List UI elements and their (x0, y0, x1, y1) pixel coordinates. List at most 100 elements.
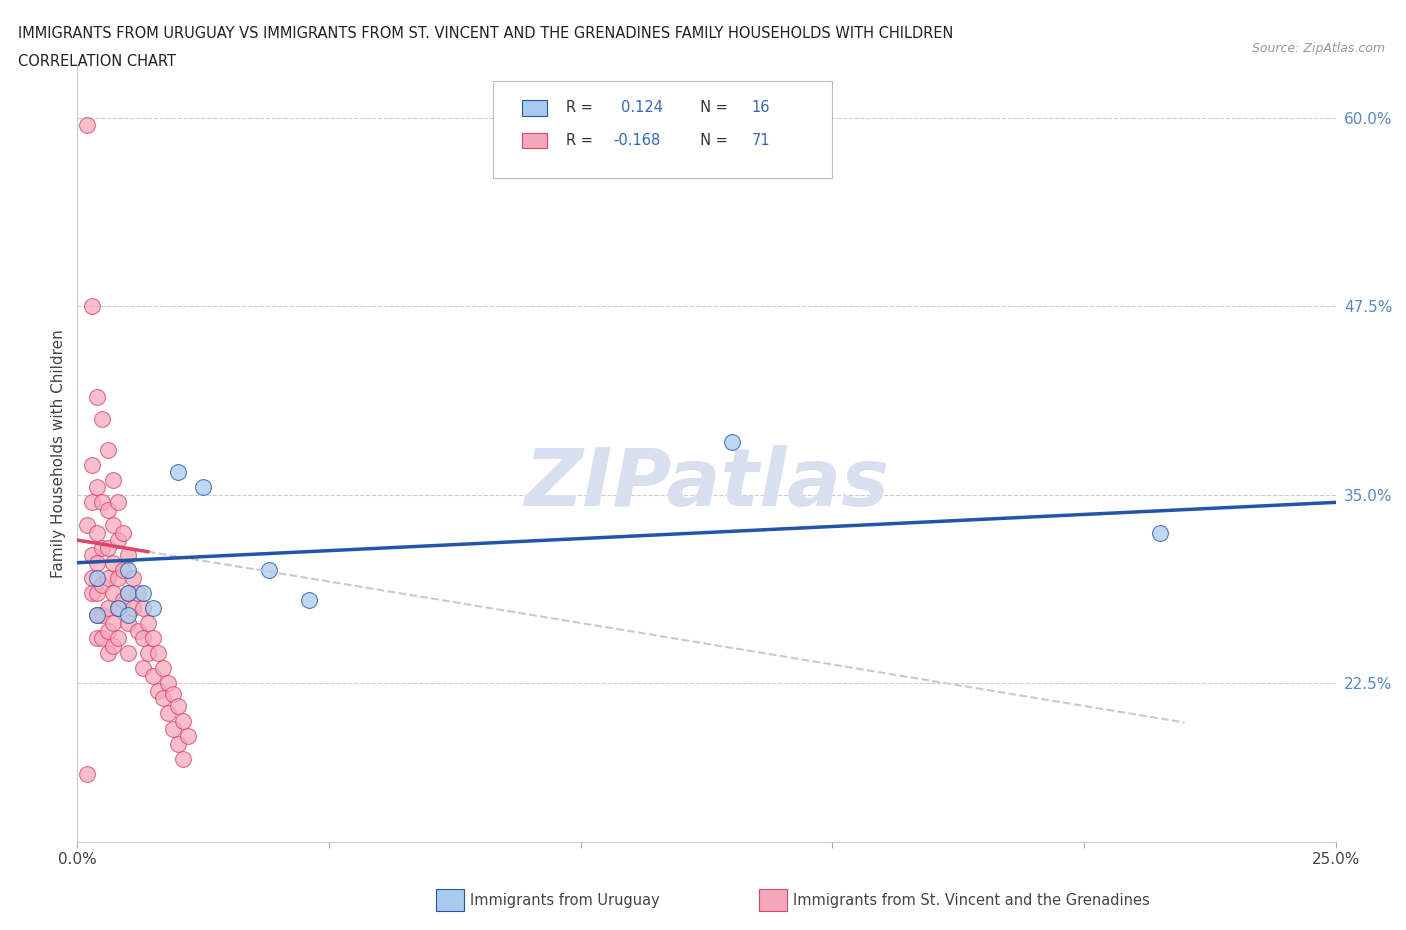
Text: 16: 16 (752, 100, 770, 115)
Point (152, 691, 174, 706)
Point (86, 585, 108, 600)
Point (156, 706, 179, 721)
Point (156, 676, 179, 691)
Text: CORRELATION CHART: CORRELATION CHART (18, 54, 176, 69)
Point (96, 601, 118, 616)
Text: R =: R = (565, 133, 598, 148)
Point (101, 585, 124, 600)
Point (146, 645, 169, 660)
Point (107, 533, 129, 548)
Point (117, 616, 139, 631)
Text: -0.168: -0.168 (613, 133, 661, 148)
Point (91, 540, 114, 555)
Point (82, 585, 104, 600)
Point (101, 555, 124, 570)
Point (86, 570, 108, 585)
Text: IMMIGRANTS FROM URUGUAY VS IMMIGRANTS FROM ST. VINCENT AND THE GRENADINES FAMILY: IMMIGRANTS FROM URUGUAY VS IMMIGRANTS FR… (18, 26, 953, 41)
Point (172, 713, 194, 728)
Point (117, 608, 139, 623)
Point (111, 563, 134, 578)
FancyBboxPatch shape (492, 81, 832, 178)
Point (86, 555, 108, 570)
Point (111, 593, 134, 608)
Point (76, 766, 98, 781)
Point (298, 593, 321, 608)
Point (172, 751, 194, 766)
Point (82, 548, 104, 563)
Point (142, 669, 165, 684)
Point (86, 390, 108, 405)
Point (117, 548, 139, 563)
Point (86, 608, 108, 623)
Point (127, 623, 149, 638)
Point (167, 465, 190, 480)
Point (720, 434, 742, 449)
Point (136, 616, 159, 631)
Point (82, 458, 104, 472)
Point (117, 563, 139, 578)
Point (91, 578, 114, 592)
Point (107, 570, 129, 585)
Point (91, 631, 114, 645)
Point (101, 472, 124, 487)
Point (107, 631, 129, 645)
Point (257, 563, 280, 578)
Point (107, 495, 129, 510)
Point (142, 631, 165, 645)
Point (107, 601, 129, 616)
Text: Immigrants from St. Vincent and the Grenadines: Immigrants from St. Vincent and the Gren… (793, 893, 1150, 908)
Point (121, 601, 143, 616)
Text: ZIPatlas: ZIPatlas (524, 445, 889, 524)
Point (76, 518, 98, 533)
Point (82, 299, 104, 313)
Point (152, 661, 174, 676)
Point (117, 645, 139, 660)
FancyBboxPatch shape (522, 100, 547, 115)
Point (132, 631, 155, 645)
Point (162, 686, 184, 701)
Point (91, 412, 114, 427)
Point (96, 442, 118, 457)
Point (101, 638, 124, 653)
Point (142, 601, 165, 616)
Point (121, 570, 143, 585)
Point (96, 502, 118, 517)
Text: 71: 71 (752, 133, 770, 148)
Text: N =: N = (692, 100, 733, 115)
FancyBboxPatch shape (522, 133, 547, 148)
Point (167, 737, 190, 751)
Point (162, 721, 184, 736)
Point (111, 525, 134, 540)
Point (132, 661, 155, 676)
Point (86, 525, 108, 540)
Point (86, 631, 108, 645)
Point (101, 518, 124, 533)
Point (117, 585, 139, 600)
Point (1149, 525, 1171, 540)
Point (117, 585, 139, 600)
Point (191, 480, 215, 495)
Point (82, 570, 104, 585)
Point (167, 698, 190, 713)
Point (127, 585, 149, 600)
Point (91, 495, 114, 510)
Text: Source: ZipAtlas.com: Source: ZipAtlas.com (1251, 42, 1385, 55)
Point (132, 585, 155, 600)
Point (86, 608, 108, 623)
Y-axis label: Family Households with Children: Family Households with Children (51, 329, 66, 578)
Point (101, 616, 124, 631)
Text: 0.124: 0.124 (621, 100, 664, 115)
Point (177, 729, 200, 744)
Point (76, 118, 98, 133)
Point (82, 495, 104, 510)
Text: R =: R = (565, 100, 598, 115)
Point (91, 608, 114, 623)
Point (86, 480, 108, 495)
Point (96, 645, 118, 660)
Text: N =: N = (692, 133, 733, 148)
Point (146, 684, 169, 698)
Point (132, 601, 155, 616)
Text: Immigrants from Uruguay: Immigrants from Uruguay (470, 893, 659, 908)
Point (96, 540, 118, 555)
Point (107, 601, 129, 616)
